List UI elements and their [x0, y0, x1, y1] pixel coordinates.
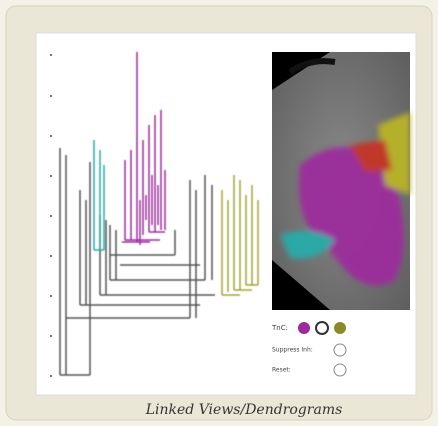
legend-swatch[interactable]	[298, 322, 310, 334]
image-view	[272, 52, 410, 310]
figure-card: TnC: Suppress Inh: Reset: Linked Views/D…	[0, 0, 438, 426]
legend-swatch[interactable]	[316, 322, 328, 334]
legend-label: Suppress Inh:	[272, 347, 313, 354]
legend-label: Reset:	[272, 367, 291, 374]
legend-label: TnC:	[271, 324, 288, 332]
toggle[interactable]	[334, 344, 346, 356]
toggle[interactable]	[334, 364, 346, 376]
legend-swatch[interactable]	[334, 322, 346, 334]
caption: Linked Views/Dendrograms	[145, 402, 343, 418]
